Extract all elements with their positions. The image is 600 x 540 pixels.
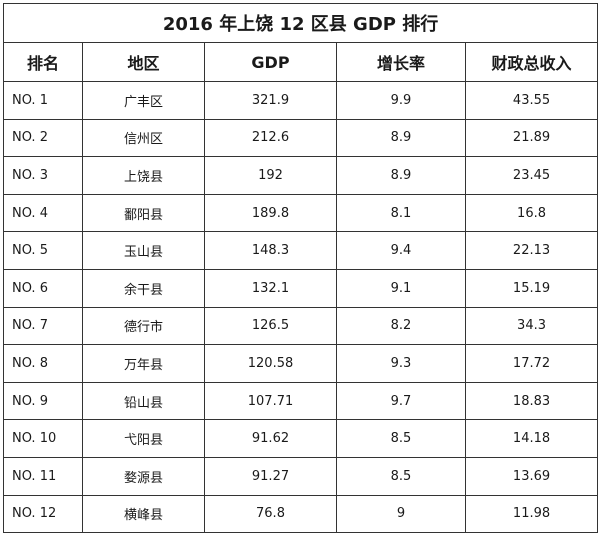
cell-revenue: 21.89 [464,118,599,158]
cell-region: 万年县 [82,344,205,383]
cell-rank: NO. 5 [3,231,83,270]
cell-growth: 8.2 [336,306,466,346]
table-row: NO. 8 万年县 120.58 9.3 17.72 [3,344,599,383]
cell-growth: 8.9 [336,156,466,195]
cell-rank: NO. 4 [3,193,83,233]
table-row: NO. 3 上饶县 192 8.9 23.45 [3,156,599,195]
cell-growth: 8.5 [336,456,466,496]
cell-region: 铅山县 [82,381,205,421]
cell-region: 上饶县 [82,156,205,195]
header-growth: 增长率 [336,42,466,82]
cell-rank: NO. 3 [3,156,83,195]
cell-revenue: 34.3 [464,306,599,346]
cell-growth: 9.1 [336,268,466,308]
cell-region: 玉山县 [82,231,205,270]
cell-growth: 8.5 [336,419,466,458]
cell-revenue: 14.18 [464,419,599,458]
table-row: NO. 12 横峰县 76.8 9 11.98 [3,494,599,534]
cell-gdp: 91.27 [204,456,337,496]
cell-rank: NO. 2 [3,118,83,158]
cell-gdp: 132.1 [204,268,337,308]
cell-rank: NO. 10 [3,419,83,458]
cell-rank: NO. 11 [3,456,83,496]
gdp-ranking-table-container: 2016 年上饶 12 区县 GDP 排行 排名 地区 GDP 增长率 财政总收… [2,3,599,534]
cell-region: 德行市 [82,306,205,346]
cell-gdp: 126.5 [204,306,337,346]
cell-revenue: 17.72 [464,344,599,383]
cell-region: 弋阳县 [82,419,205,458]
header-revenue: 财政总收入 [464,42,599,82]
cell-revenue: 23.45 [464,156,599,195]
header-gdp: GDP [204,42,337,82]
cell-revenue: 43.55 [464,81,599,120]
cell-growth: 8.1 [336,193,466,233]
cell-region: 余干县 [82,268,205,308]
cell-rank: NO. 8 [3,344,83,383]
cell-gdp: 120.58 [204,344,337,383]
cell-revenue: 11.98 [464,494,599,534]
cell-rank: NO. 1 [3,81,83,120]
cell-region: 婺源县 [82,456,205,496]
table-row: NO. 1 广丰区 321.9 9.9 43.55 [3,81,599,120]
cell-gdp: 91.62 [204,419,337,458]
table-row: NO. 6 余干县 132.1 9.1 15.19 [3,268,599,308]
cell-revenue: 16.8 [464,193,599,233]
cell-gdp: 321.9 [204,81,337,120]
table-row: NO. 10 弋阳县 91.62 8.5 14.18 [3,419,599,458]
cell-region: 广丰区 [82,81,205,120]
cell-growth: 9.3 [336,344,466,383]
cell-revenue: 15.19 [464,268,599,308]
gdp-ranking-table: 2016 年上饶 12 区县 GDP 排行 排名 地区 GDP 增长率 财政总收… [2,3,599,534]
cell-gdp: 212.6 [204,118,337,158]
cell-growth: 9 [336,494,466,534]
cell-rank: NO. 12 [3,494,83,534]
table-row: NO. 9 铅山县 107.71 9.7 18.83 [3,381,599,421]
header-row: 排名 地区 GDP 增长率 财政总收入 [3,42,599,82]
cell-growth: 9.7 [336,381,466,421]
table-row: NO. 2 信州区 212.6 8.9 21.89 [3,118,599,158]
cell-rank: NO. 9 [3,381,83,421]
cell-region: 鄱阳县 [82,193,205,233]
cell-revenue: 18.83 [464,381,599,421]
table-row: NO. 5 玉山县 148.3 9.4 22.13 [3,231,599,270]
header-rank: 排名 [3,42,83,82]
cell-gdp: 189.8 [204,193,337,233]
cell-rank: NO. 6 [3,268,83,308]
cell-region: 信州区 [82,118,205,158]
cell-gdp: 76.8 [204,494,337,534]
header-region: 地区 [82,42,205,82]
cell-growth: 9.9 [336,81,466,120]
cell-gdp: 192 [204,156,337,195]
cell-growth: 8.9 [336,118,466,158]
cell-gdp: 107.71 [204,381,337,421]
table-row: NO. 11 婺源县 91.27 8.5 13.69 [3,456,599,496]
table-row: NO. 4 鄱阳县 189.8 8.1 16.8 [3,193,599,233]
cell-revenue: 13.69 [464,456,599,496]
table-row: NO. 7 德行市 126.5 8.2 34.3 [3,306,599,346]
cell-growth: 9.4 [336,231,466,270]
table-body: NO. 1 广丰区 321.9 9.9 43.55 NO. 2 信州区 212.6 8.9 21.… [3,81,599,534]
cell-rank: NO. 7 [3,306,83,346]
cell-revenue: 22.13 [464,231,599,270]
table-title: 2016 年上饶 12 区县 GDP 排行 [2,3,599,43]
cell-region: 横峰县 [82,494,205,534]
cell-gdp: 148.3 [204,231,337,270]
